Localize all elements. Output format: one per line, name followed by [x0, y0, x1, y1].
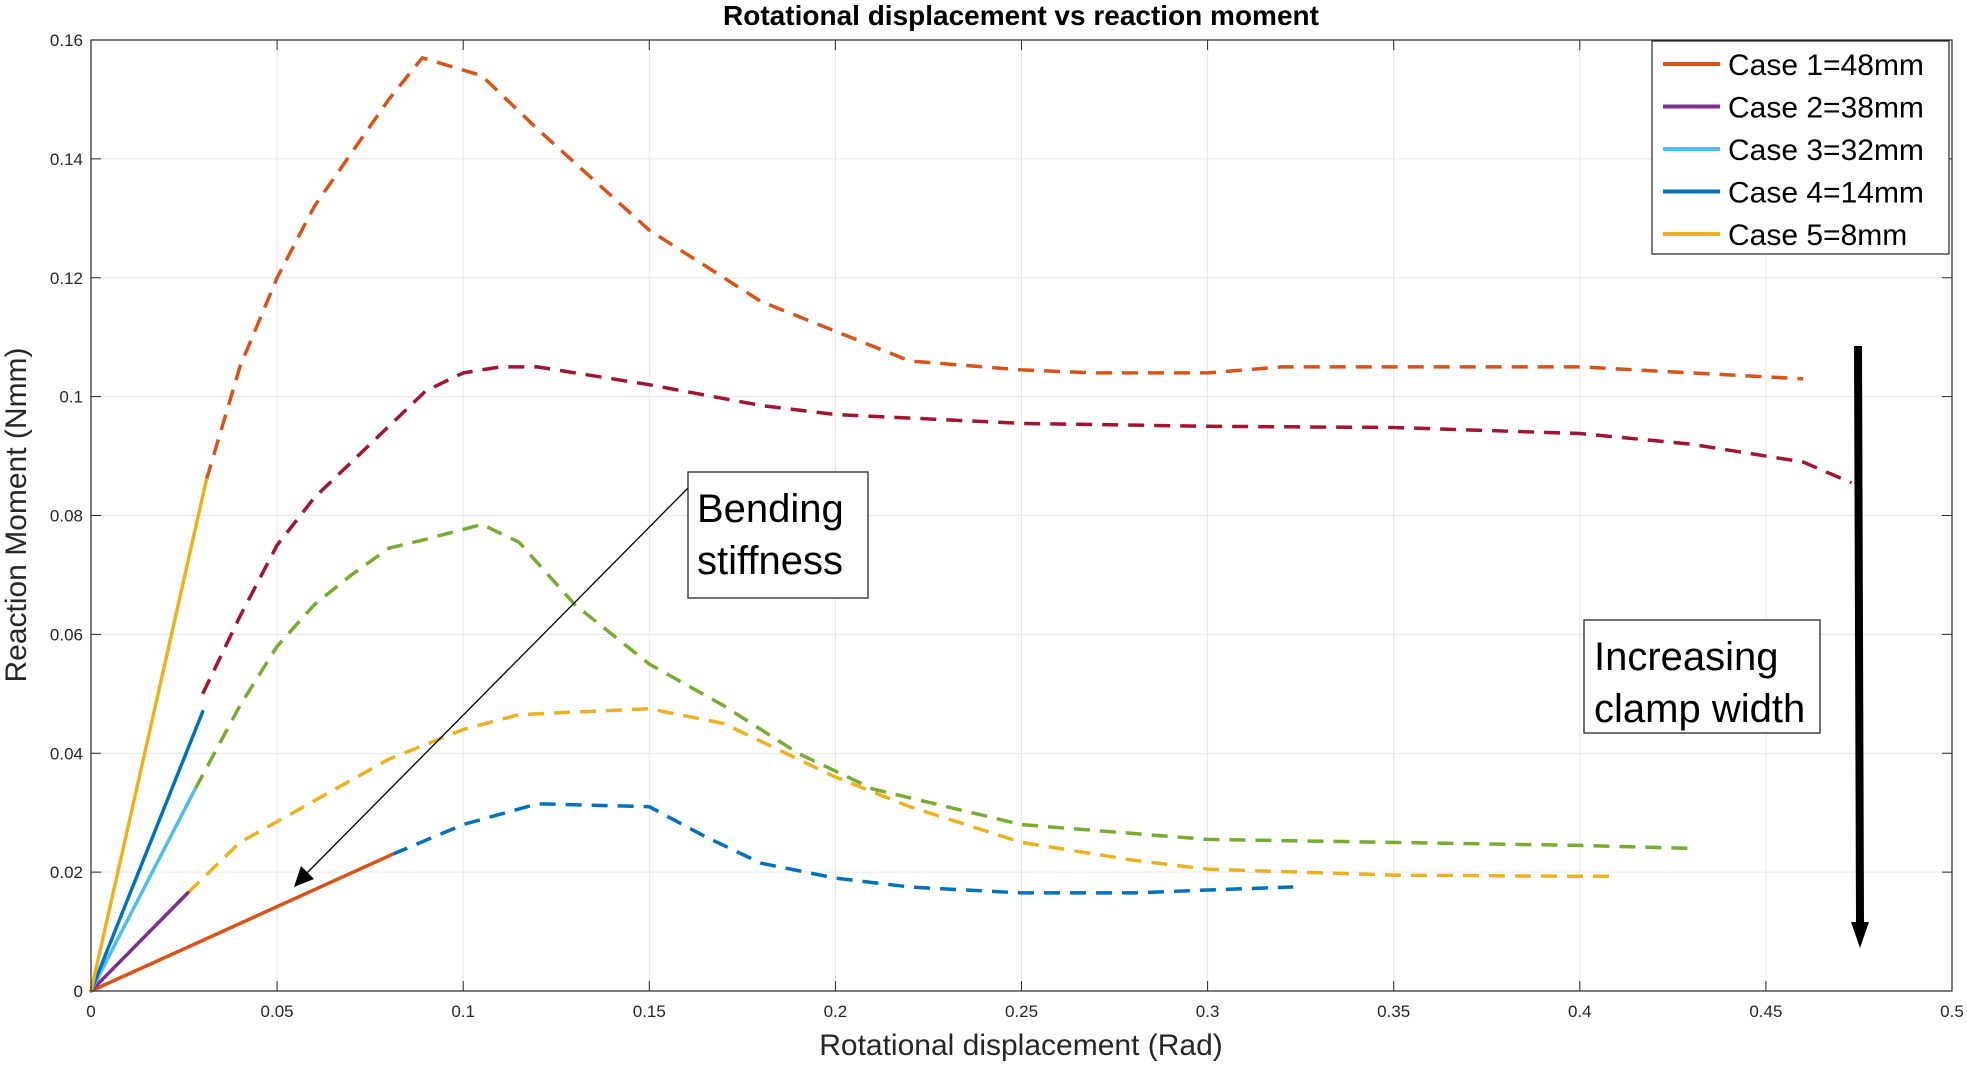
bending-arrow-head [294, 866, 314, 887]
y-axis-label: Reaction Moment (Nmm) [0, 347, 33, 682]
series-1-solid-line [89, 852, 395, 993]
x-tick-label: 0.2 [824, 1002, 848, 1021]
x-tick-label: 0.35 [1377, 1002, 1410, 1021]
bending-label-line1: Bending [697, 487, 844, 531]
bending-box [687, 471, 869, 599]
clamp-label-line2: clamp width [1594, 687, 1805, 731]
grid [91, 40, 1952, 991]
annotation-bending-stiffness: Bending stiffness [294, 471, 869, 887]
x-tick-label: 0.25 [1005, 1002, 1038, 1021]
annotation-clamp-width: Increasing clamp width [1583, 345, 1869, 948]
series-group [89, 56, 1853, 993]
series-4-dashed-line [391, 802, 1294, 895]
x-tick-label: 0.1 [451, 1002, 475, 1021]
clamp-label-line1: Increasing [1594, 635, 1779, 679]
clamp-arrow-head [1851, 922, 1869, 948]
x-tick-label: 0.4 [1568, 1002, 1592, 1021]
series-4-solid-line [89, 709, 205, 993]
legend-label: Case 5=8mm [1728, 219, 1907, 252]
legend: Case 1=48mm Case 2=38mm Case 3=32mm Case 4=… [1651, 40, 1950, 255]
y-tick-label: 0.04 [50, 744, 83, 763]
series-5-solid-line [89, 478, 209, 993]
bending-label-line2: stiffness [697, 539, 843, 583]
x-axis-label: Rotational displacement (Rad) [819, 1029, 1223, 1062]
bending-arrow-line [301, 487, 689, 879]
x-tick-label: 0 [86, 1002, 95, 1021]
series-2-solid-line [89, 891, 190, 993]
clamp-box [1583, 619, 1821, 734]
series-3-solid-line [89, 787, 197, 993]
x-tick-label: 0.15 [633, 1002, 666, 1021]
y-tick-label: 0.08 [50, 507, 83, 526]
series-1-dashed-line [204, 56, 1804, 481]
x-tick-label: 0.3 [1196, 1002, 1220, 1021]
legend-label: Case 3=32mm [1728, 134, 1924, 167]
y-tick-label: 0.02 [50, 863, 83, 882]
x-tick-label: 0.5 [1940, 1002, 1964, 1021]
legend-items: Case 1=48mm Case 2=38mm Case 3=32mm Case 4=… [1663, 49, 1924, 252]
y-tick-label: 0.06 [50, 625, 83, 644]
y-tick-label: 0.16 [50, 31, 83, 50]
y-tick-label: 0.14 [50, 150, 83, 169]
legend-label: Case 2=38mm [1728, 92, 1924, 125]
series-3-dashed-line [193, 522, 1692, 851]
y-tick-label: 0 [74, 982, 83, 1001]
x-tick-label: 0.45 [1749, 1002, 1782, 1021]
y-tick-label: 0.1 [59, 388, 83, 407]
legend-label: Case 1=48mm [1728, 49, 1924, 82]
clamp-arrow-shaft [1854, 345, 1864, 923]
chart-title: Rotational displacement vs reaction mome… [723, 0, 1319, 31]
legend-label: Case 4=14mm [1728, 177, 1924, 210]
series-2-dashed-line [201, 365, 1853, 695]
ticks: 0 0.05 0.1 0.15 0.2 0.25 0.3 0.35 0.4 0.45 0.5 0 0.0… [50, 31, 1964, 1021]
x-tick-label: 0.05 [261, 1002, 294, 1021]
y-tick-label: 0.12 [50, 269, 83, 288]
